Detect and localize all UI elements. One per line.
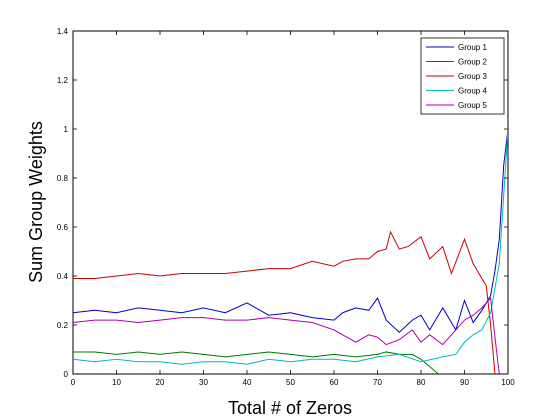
legend-label-group-1: Group 1	[458, 43, 487, 52]
x-tick-label: 10	[112, 378, 121, 387]
y-tick-label: 0.8	[57, 174, 69, 183]
legend-entries: Group 1 Group 2 Group 3 Group 4 Group 5	[426, 43, 487, 110]
series-line-group-4	[73, 128, 508, 365]
x-axis-label: Total # of Zeros	[228, 398, 352, 418]
series-line-group-2	[73, 351, 439, 374]
y-tick-label: 1	[64, 125, 69, 134]
y-tick-label: 0.6	[57, 223, 69, 232]
x-tick-label: 60	[330, 378, 339, 387]
legend-label-group-5: Group 5	[458, 101, 487, 110]
legend-label-group-4: Group 4	[458, 87, 487, 96]
x-tick-label: 20	[156, 378, 165, 387]
x-tick-label: 70	[373, 378, 382, 387]
x-tick-label: 80	[417, 378, 426, 387]
x-tick-label: 40	[243, 378, 252, 387]
series-line-group-3	[73, 230, 496, 374]
legend-label-group-2: Group 2	[458, 58, 487, 67]
legend-label-group-3: Group 3	[458, 72, 487, 81]
y-tick-label: 0	[64, 370, 69, 379]
x-tick-label: 50	[286, 378, 295, 387]
x-tick-label: 0	[71, 378, 76, 387]
series-line-group-5	[73, 296, 500, 374]
series-line-group-1	[73, 128, 508, 334]
x-tick-label: 100	[501, 378, 515, 387]
y-tick-label: 0.2	[57, 321, 69, 330]
legend: Group 1 Group 2 Group 3 Group 4 Group 5	[420, 37, 505, 115]
x-tick-label: 30	[199, 378, 208, 387]
y-tick-label: 0.4	[57, 272, 69, 281]
y-tick-label: 1.2	[57, 76, 69, 85]
x-tick-label: 90	[460, 378, 469, 387]
y-tick-label: 1.4	[57, 27, 69, 36]
y-axis-label: Sum Group Weights	[26, 121, 46, 283]
axis-ticks: 0 10 20 30 40 50 60 70 80 90 100 0 0.2 0.4 0.6 0.8 1 1.2 1…	[57, 27, 515, 387]
series-lines	[73, 128, 508, 374]
